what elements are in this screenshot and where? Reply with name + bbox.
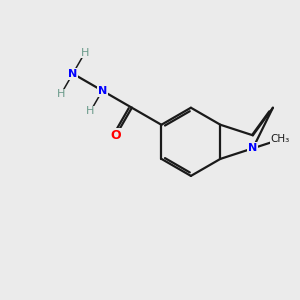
Text: H: H [57,89,65,99]
Text: H: H [81,48,89,58]
Text: N: N [68,69,77,79]
Text: CH₃: CH₃ [271,134,290,144]
Text: H: H [86,106,94,116]
Text: O: O [110,129,121,142]
Text: N: N [98,86,107,96]
Text: N: N [248,143,257,153]
